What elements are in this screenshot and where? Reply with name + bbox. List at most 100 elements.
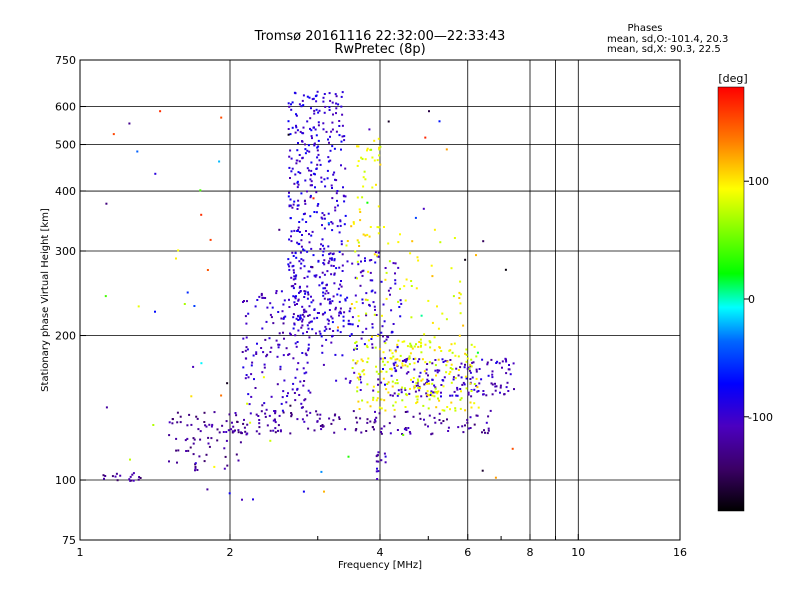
data-point [296, 181, 299, 184]
data-point [462, 381, 465, 384]
data-point [129, 458, 131, 461]
data-point [341, 135, 344, 138]
data-point [413, 368, 416, 371]
data-point [455, 394, 458, 397]
data-point [293, 200, 296, 203]
data-point [372, 301, 375, 304]
data-point [453, 237, 456, 239]
data-point [310, 247, 313, 250]
data-point [315, 211, 318, 214]
data-point [383, 320, 386, 323]
data-point [434, 390, 437, 393]
data-point [288, 265, 291, 268]
data-point [231, 421, 233, 424]
data-point [290, 276, 293, 279]
data-point [349, 323, 352, 326]
data-point [303, 200, 306, 203]
data-point [441, 312, 444, 315]
data-point [282, 303, 285, 306]
data-point [509, 373, 512, 376]
y-tick-label: 100 [55, 474, 76, 487]
data-point [304, 352, 307, 355]
data-point [459, 302, 462, 305]
data-point [168, 434, 171, 437]
data-point [353, 348, 355, 351]
data-point [301, 140, 304, 143]
data-point [379, 348, 381, 351]
data-point [377, 232, 380, 235]
data-point [452, 295, 455, 298]
data-point [324, 105, 327, 108]
data-point [290, 333, 292, 336]
data-point [343, 135, 346, 138]
data-point [339, 294, 342, 297]
data-point [483, 429, 485, 432]
data-point [355, 362, 358, 365]
data-point [303, 311, 306, 314]
data-point [203, 421, 206, 423]
x-tick-label: 8 [527, 546, 534, 559]
x-axis-label: Frequency [MHz] [338, 560, 422, 571]
data-point [296, 387, 299, 390]
data-point [352, 359, 355, 362]
data-point [282, 354, 285, 357]
data-point [284, 315, 287, 318]
data-point [274, 410, 277, 413]
data-point [304, 292, 307, 295]
data-point [308, 233, 310, 236]
data-point [315, 94, 318, 97]
data-point [354, 294, 357, 297]
data-point [317, 153, 320, 156]
data-point [183, 303, 186, 305]
data-point [189, 446, 192, 449]
data-point [377, 460, 380, 463]
data-point [394, 382, 397, 385]
data-point [400, 391, 403, 394]
data-point [223, 467, 226, 470]
data-point [320, 470, 323, 473]
data-point [333, 259, 336, 262]
data-point [307, 327, 310, 330]
data-point [357, 160, 360, 163]
data-point [192, 453, 195, 456]
data-point [397, 389, 400, 392]
data-point [367, 357, 370, 360]
data-point [372, 396, 375, 399]
data-point [243, 426, 246, 429]
data-point [316, 156, 319, 159]
y-axis-label: Stationary phase Virtual Height [km] [40, 208, 51, 392]
data-point [323, 263, 326, 266]
data-point [298, 231, 301, 233]
data-point [402, 434, 405, 436]
data-point [309, 320, 312, 323]
data-point [401, 433, 404, 435]
data-point [235, 414, 238, 417]
data-point [375, 370, 378, 373]
data-point [208, 445, 211, 448]
data-point [406, 365, 409, 368]
data-point [321, 344, 324, 347]
data-point [350, 303, 353, 305]
data-point [306, 414, 309, 417]
data-point [354, 250, 357, 253]
data-point [171, 418, 174, 421]
data-point [114, 475, 117, 478]
data-point [254, 305, 257, 308]
data-point [431, 275, 434, 278]
data-point [310, 320, 313, 323]
data-point [246, 300, 248, 303]
data-point [436, 392, 439, 395]
data-point [187, 449, 190, 452]
data-point [419, 387, 421, 390]
data-point [301, 318, 304, 321]
data-point [426, 382, 428, 385]
data-point [301, 218, 304, 221]
data-point [321, 254, 324, 257]
data-point [307, 347, 310, 350]
data-point [393, 408, 396, 411]
data-point [344, 299, 347, 302]
data-point [290, 412, 293, 414]
x-tick-label: 16 [673, 546, 687, 559]
data-point [431, 432, 434, 435]
data-point [199, 189, 202, 192]
